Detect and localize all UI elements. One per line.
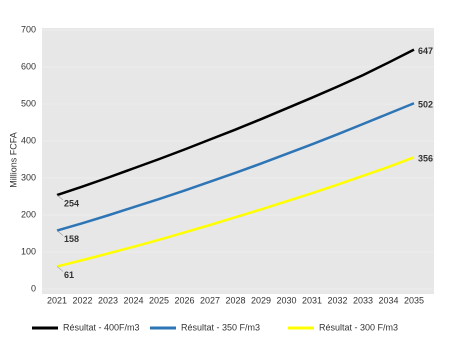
y-axis-label: Millions FCFA — [8, 132, 18, 188]
leader-line — [56, 266, 64, 272]
data-label: 158 — [64, 234, 79, 244]
y-tick-label: 200 — [21, 209, 36, 219]
x-tick-label: 2025 — [149, 295, 169, 305]
x-tick-label: 2022 — [72, 295, 92, 305]
data-label: 61 — [64, 270, 74, 280]
x-tick-label: 2028 — [225, 295, 245, 305]
data-label: 647 — [418, 46, 433, 56]
x-tick-label: 2029 — [251, 295, 271, 305]
x-tick-label: 2021 — [47, 295, 67, 305]
x-tick-label: 2023 — [98, 295, 118, 305]
x-tick-label: 2034 — [378, 295, 398, 305]
y-tick-label: 100 — [21, 246, 36, 256]
x-tick-label: 2024 — [123, 295, 143, 305]
x-tick-label: 2033 — [353, 295, 373, 305]
leader-line — [56, 194, 64, 201]
y-tick-label: 600 — [21, 61, 36, 71]
x-tick-label: 2035 — [404, 295, 424, 305]
y-tick-label: 500 — [21, 98, 36, 108]
x-tick-label: 2030 — [276, 295, 296, 305]
legend-label: Résultat - 400F/m3 — [63, 322, 140, 332]
line — [56, 102, 415, 232]
data-label: 254 — [64, 198, 79, 208]
x-tick-label: 2031 — [302, 295, 322, 305]
line — [56, 156, 415, 268]
y-tick-label: 300 — [21, 172, 36, 182]
legend-label: Résultat - 300 F/m3 — [319, 322, 398, 332]
legend-label: Résultat - 350 F/m3 — [181, 322, 260, 332]
leader-line — [56, 230, 64, 236]
x-tick-label: 2032 — [327, 295, 347, 305]
data-label: 502 — [418, 100, 433, 110]
line — [56, 48, 415, 197]
x-tick-label: 2026 — [174, 295, 194, 305]
y-tick-label: 400 — [21, 135, 36, 145]
y-tick-label: 700 — [21, 24, 36, 34]
y-tick-label: 0 — [31, 283, 36, 293]
x-tick-label: 2027 — [200, 295, 220, 305]
data-label: 356 — [418, 154, 433, 164]
